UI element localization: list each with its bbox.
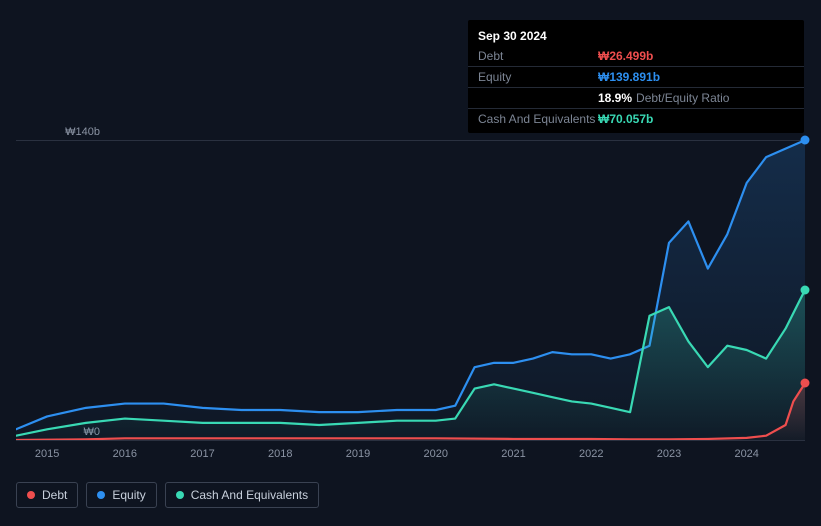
- legend-item-equity[interactable]: Equity: [86, 482, 156, 508]
- tooltip-label: Equity: [478, 70, 598, 84]
- end-marker-cash-and-equivalents: [801, 285, 810, 294]
- legend-label: Cash And Equivalents: [191, 488, 308, 502]
- x-axis-label: 2019: [346, 448, 370, 460]
- tooltip-row: Equity₩139.891b: [468, 66, 804, 87]
- x-axis-label: 2024: [734, 448, 758, 460]
- x-axis-label: 2023: [657, 448, 681, 460]
- tooltip-label: Cash And Equivalents: [478, 112, 598, 126]
- end-marker-equity: [801, 136, 810, 145]
- x-axis-label: 2020: [424, 448, 448, 460]
- tooltip-value: ₩26.499b: [598, 49, 653, 63]
- legend-swatch-icon: [27, 491, 35, 499]
- y-axis-label: ₩140b: [56, 126, 100, 138]
- data-tooltip: Sep 30 2024 Debt₩26.499bEquity₩139.891b1…: [468, 20, 804, 133]
- tooltip-value: ₩70.057b: [598, 112, 653, 126]
- tooltip-label: [478, 91, 598, 105]
- tooltip-label: Debt: [478, 49, 598, 63]
- legend-item-cash-and-equivalents[interactable]: Cash And Equivalents: [165, 482, 319, 508]
- legend-swatch-icon: [176, 491, 184, 499]
- x-axis-label: 2022: [579, 448, 603, 460]
- tooltip-value: ₩139.891b: [598, 70, 660, 84]
- tooltip-rows: Debt₩26.499bEquity₩139.891b18.9%Debt/Equ…: [468, 46, 804, 129]
- tooltip-date: Sep 30 2024: [468, 24, 804, 46]
- x-axis-label: 2017: [190, 448, 214, 460]
- x-axis-label: 2021: [501, 448, 525, 460]
- debt-equity-chart: Sep 30 2024 Debt₩26.499bEquity₩139.891b1…: [0, 0, 821, 526]
- x-axis-label: 2018: [268, 448, 292, 460]
- gridline: [16, 440, 805, 441]
- tooltip-ratio-value: 18.9%: [598, 91, 632, 105]
- tooltip-ratio-label: Debt/Equity Ratio: [636, 91, 729, 105]
- legend-label: Debt: [42, 488, 67, 502]
- legend: Debt Equity Cash And Equivalents: [16, 482, 319, 508]
- legend-label: Equity: [112, 488, 145, 502]
- legend-item-debt[interactable]: Debt: [16, 482, 78, 508]
- chart-svg: [16, 140, 805, 440]
- x-axis: 2015 2016 2017 2018 2019 2020 2021 2022 2023 2024: [16, 448, 805, 466]
- tooltip-row: Cash And Equivalents₩70.057b: [468, 108, 804, 129]
- x-axis-label: 2015: [35, 448, 59, 460]
- tooltip-row: 18.9% Debt/Equity Ratio: [468, 87, 804, 108]
- end-marker-debt: [801, 379, 810, 388]
- tooltip-row: Debt₩26.499b: [468, 46, 804, 66]
- legend-swatch-icon: [97, 491, 105, 499]
- x-axis-label: 2016: [113, 448, 137, 460]
